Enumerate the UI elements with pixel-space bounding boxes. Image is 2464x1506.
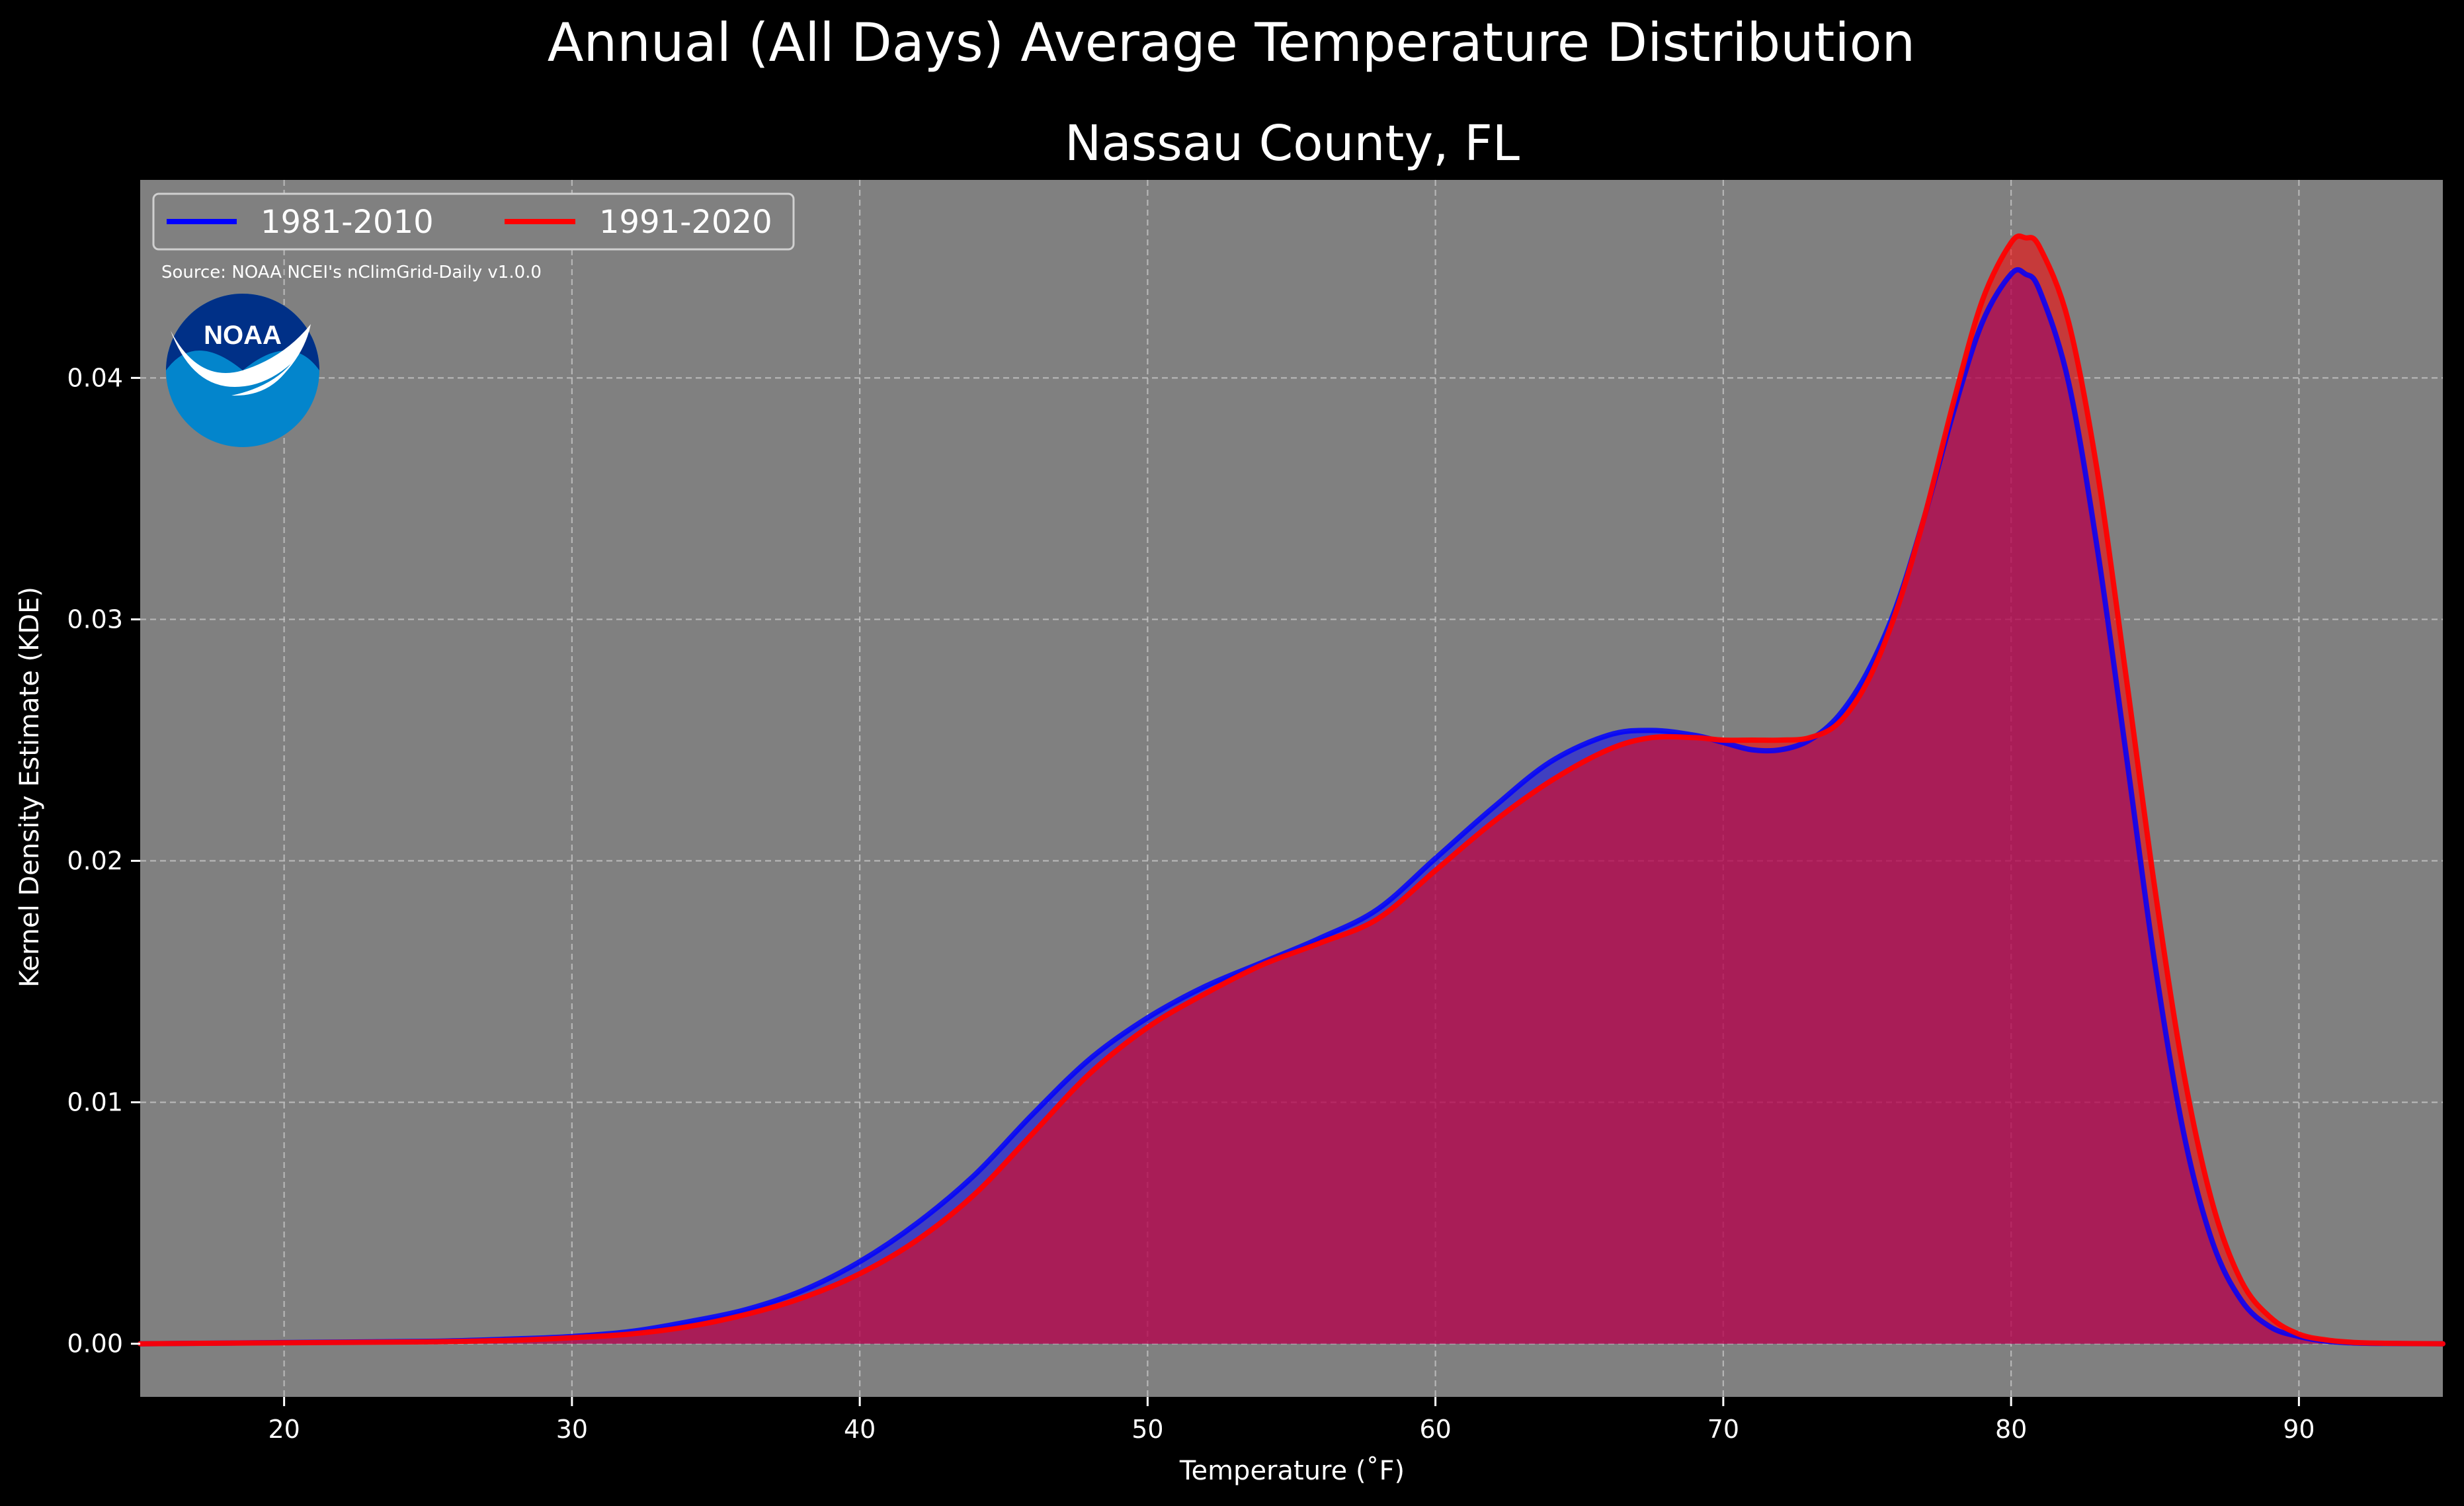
x-tick-label-40: 40: [844, 1415, 876, 1444]
x-tick-label-70: 70: [1707, 1415, 1739, 1444]
noaa-logo-text: NOAA: [204, 321, 282, 350]
legend-label-1981-2010: 1981-2010: [261, 204, 434, 241]
y-tick-label-3: 0.03: [67, 605, 123, 634]
series-fills: [140, 235, 2443, 1344]
x-tick-label-20: 20: [268, 1415, 300, 1444]
legend-label-1991-2020: 1991-2020: [599, 204, 772, 241]
plot-area: [138, 180, 2445, 1397]
y-axis-label: Kernel Density Estimate (KDE): [15, 587, 45, 987]
area-fill-1991-2020: [140, 235, 2443, 1344]
source-note: Source: NOAA NCEI's nClimGrid-Daily v1.0…: [161, 263, 542, 282]
y-tick-label-0: 0.00: [67, 1329, 123, 1359]
x-axis-ticks: 20 30 40 50 60 70 80 90: [268, 1397, 2315, 1444]
y-tick-label-1: 0.01: [67, 1088, 123, 1117]
y-tick-label-2: 0.02: [67, 847, 123, 876]
series-line-1991-2020: [138, 233, 2445, 1347]
series-lines: [138, 233, 2445, 1347]
noaa-logo: NOAA: [166, 294, 319, 447]
series-line-1981-2010: [138, 267, 2445, 1347]
chart-suptitle: Annual (All Days) Average Temperature Di…: [548, 12, 1915, 73]
y-tick-label-4: 0.04: [67, 363, 123, 392]
x-tick-label-80: 80: [1995, 1415, 2027, 1444]
x-tick-label-60: 60: [1419, 1415, 1451, 1444]
x-tick-label-30: 30: [556, 1415, 588, 1444]
x-tick-label-90: 90: [2283, 1415, 2315, 1444]
legend-frame: [152, 192, 795, 251]
chart-title: Nassau County, FL: [1065, 115, 1520, 172]
x-tick-label-50: 50: [1131, 1415, 1163, 1444]
y-axis-ticks: 0.00 0.01 0.02 0.03 0.04: [67, 363, 140, 1359]
x-axis-label: Temperature (˚F): [1179, 1456, 1405, 1486]
legend: 1981-2010 1991-2020: [152, 192, 795, 251]
